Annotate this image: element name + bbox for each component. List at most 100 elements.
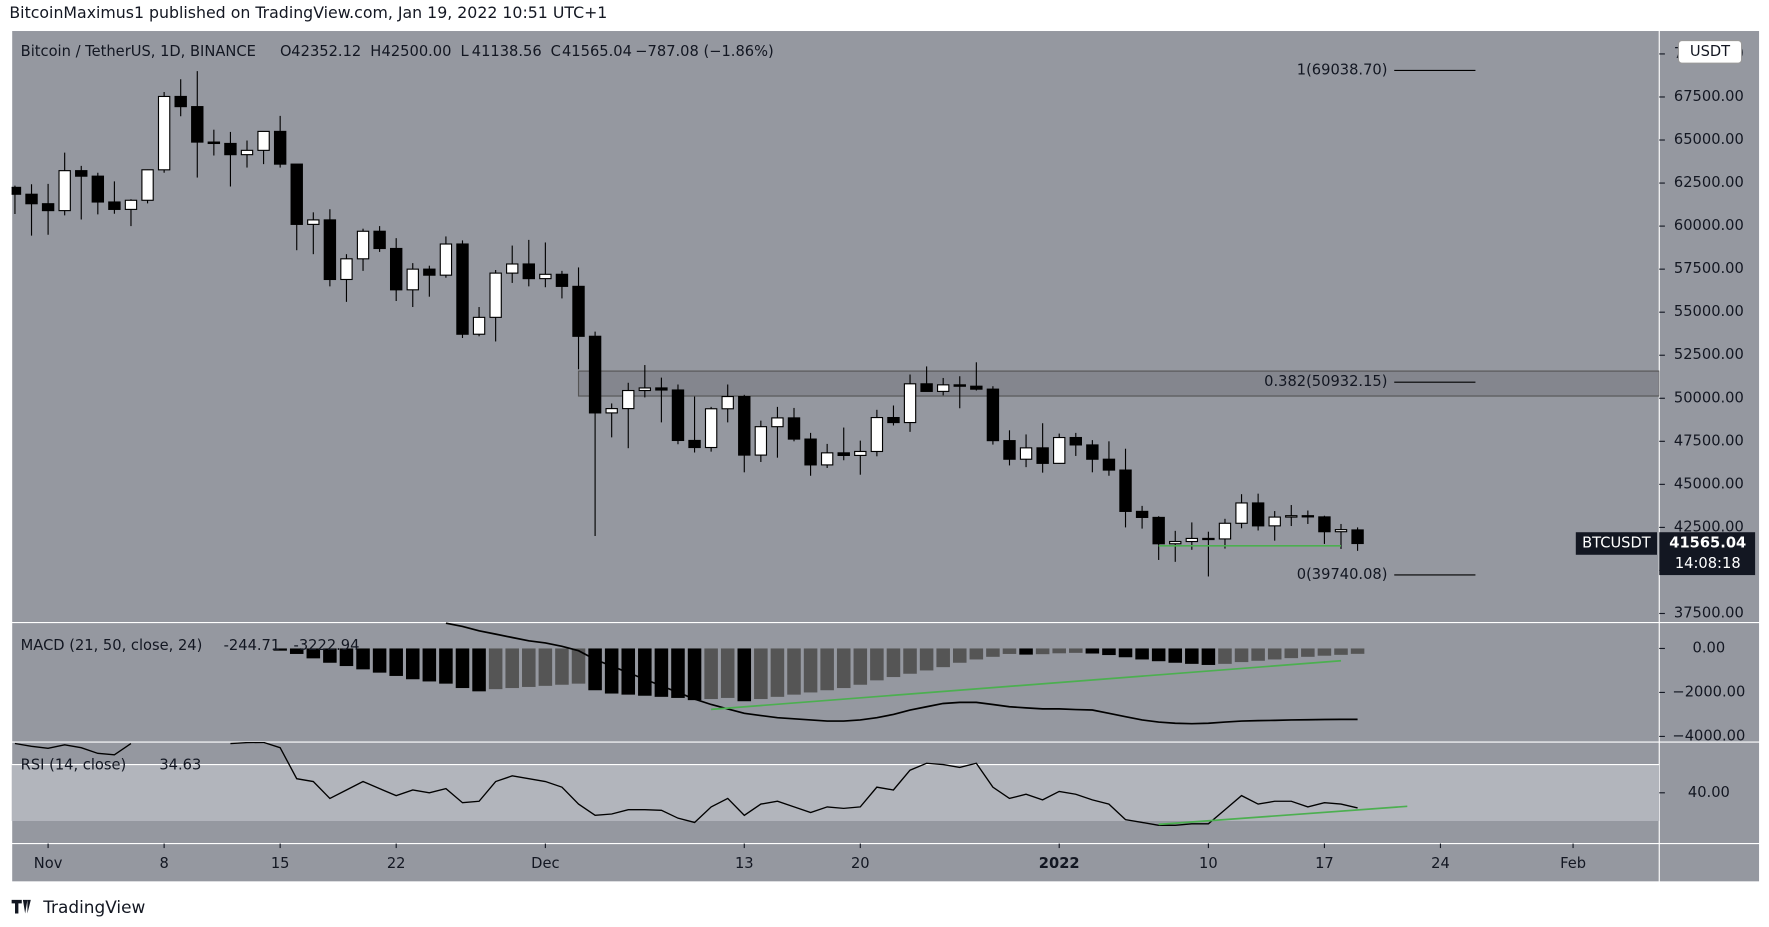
macd-histogram-bar xyxy=(820,648,834,691)
candle-body xyxy=(555,273,569,287)
macd-histogram-bar xyxy=(638,648,652,696)
candle-body xyxy=(1152,516,1165,545)
fib-label: 0.382(50932.15) xyxy=(1264,373,1387,390)
candle-body xyxy=(207,141,221,145)
candle-body xyxy=(622,389,635,410)
y-tick-label: 67500.00 xyxy=(1674,88,1744,105)
macd-histogram-bar xyxy=(1301,648,1315,657)
macd-histogram-bar xyxy=(1168,648,1183,663)
symbol-title: Bitcoin / TetherUS, 1D, BINANCE xyxy=(21,43,256,60)
candle-body xyxy=(1053,436,1066,464)
x-tick-label: 22 xyxy=(387,855,406,872)
x-tick-label: 20 xyxy=(851,855,870,872)
candle-body xyxy=(1202,537,1215,541)
candle-body xyxy=(820,452,834,466)
macd-histogram-bar xyxy=(405,648,420,680)
macd-histogram-bar xyxy=(903,648,917,674)
macd-histogram-bar xyxy=(1350,648,1365,654)
macd-histogram-bar xyxy=(803,648,818,693)
x-tick-label: 10 xyxy=(1199,855,1218,872)
rsi-line xyxy=(14,742,1358,826)
macd-histogram-bar xyxy=(1251,648,1265,661)
symbol-tag-label: BTCUSDT xyxy=(1582,535,1651,552)
y-tick-label: 57500.00 xyxy=(1674,260,1744,277)
macd-histogram-bar xyxy=(1069,648,1083,653)
macd-histogram-bar xyxy=(1334,648,1348,655)
candle-body xyxy=(655,387,668,391)
macd-histogram-bar xyxy=(571,648,586,684)
pane-group xyxy=(273,622,1365,725)
candle-body xyxy=(787,417,801,440)
macd-histogram-bar xyxy=(770,648,785,697)
macd-histogram-bar xyxy=(439,648,453,684)
candle-body xyxy=(986,388,1000,442)
rsi-trendline xyxy=(1158,805,1408,826)
candle-body xyxy=(240,149,254,156)
y-tick-label: −4000.00 xyxy=(1672,727,1745,744)
macd-histogram-bar xyxy=(687,648,702,701)
x-tick-label: Dec xyxy=(531,855,559,872)
candle-body xyxy=(75,170,88,177)
legend-value: 42500.00 xyxy=(382,43,452,60)
candle-body xyxy=(174,95,187,108)
candle-body xyxy=(41,203,55,212)
candle-body xyxy=(1251,502,1265,527)
x-tick-label: Nov xyxy=(34,855,63,872)
macd-histogram-bar xyxy=(671,648,685,698)
y-tick-label: 50000.00 xyxy=(1674,389,1744,406)
candle-body xyxy=(1019,447,1033,460)
candle-body xyxy=(970,385,983,390)
resistance-zone xyxy=(577,370,1660,397)
macd-histogram-bar xyxy=(555,648,569,685)
candle-body xyxy=(1135,510,1149,518)
macd-histogram-bar xyxy=(1185,648,1199,664)
macd-histogram-bar xyxy=(737,648,752,702)
candle-body xyxy=(588,335,602,414)
tv-logo xyxy=(11,899,31,914)
legend-key: C xyxy=(551,43,561,60)
y-tick-label: 0.00 xyxy=(1693,639,1726,656)
footer-brand: TradingView xyxy=(42,897,145,917)
fib-label: 1(69038.70) xyxy=(1297,61,1388,78)
x-tick-label: 17 xyxy=(1315,855,1334,872)
chart-frame xyxy=(11,29,1761,883)
x-tick-label: 13 xyxy=(735,855,754,872)
candle-body xyxy=(1318,516,1331,533)
macd-histogram-bar xyxy=(339,648,354,667)
candle-body xyxy=(1235,502,1248,524)
rsi-value: 34.63 xyxy=(159,757,201,774)
macd-histogram-bar xyxy=(720,648,735,698)
macd-line-value: -3222.94 xyxy=(294,637,360,654)
pane-group xyxy=(11,71,1660,577)
candle-body xyxy=(11,186,22,195)
y-tick-label: 52500.00 xyxy=(1674,346,1744,363)
macd-histogram-bar xyxy=(1234,648,1249,663)
candle-body xyxy=(721,395,734,410)
candle-body xyxy=(108,201,121,210)
macd-histogram-bar xyxy=(1201,648,1216,665)
macd-histogram-bar xyxy=(621,648,636,695)
macd-trendline xyxy=(711,659,1342,711)
candle-body xyxy=(837,452,850,456)
candle-body xyxy=(1351,529,1364,545)
macd-histogram-bar xyxy=(422,648,437,682)
x-tick-label: Feb xyxy=(1560,855,1586,872)
candle-body xyxy=(91,175,105,203)
y-tick-label: 37500.00 xyxy=(1674,604,1744,621)
legend-value: 41565.04 xyxy=(562,43,632,60)
candle-body xyxy=(58,170,71,212)
currency-box xyxy=(1677,40,1743,64)
macd-histogram-bar xyxy=(604,648,619,694)
candle-body xyxy=(290,163,303,225)
y-tick-label: 60000.00 xyxy=(1674,217,1744,234)
macd-histogram-bar xyxy=(455,648,470,689)
macd-histogram-bar xyxy=(522,648,536,687)
legend-change: −787.08 (−1.86%) xyxy=(635,43,773,60)
macd-histogram-bar xyxy=(1052,648,1066,654)
macd-hist-value: -244.71 xyxy=(224,637,281,654)
rsi-title: RSI (14, close) xyxy=(21,757,127,774)
candle-body xyxy=(157,95,171,171)
candle-body xyxy=(1268,516,1281,527)
candle-body xyxy=(1036,447,1049,464)
macd-histogram-bar xyxy=(1267,648,1282,660)
